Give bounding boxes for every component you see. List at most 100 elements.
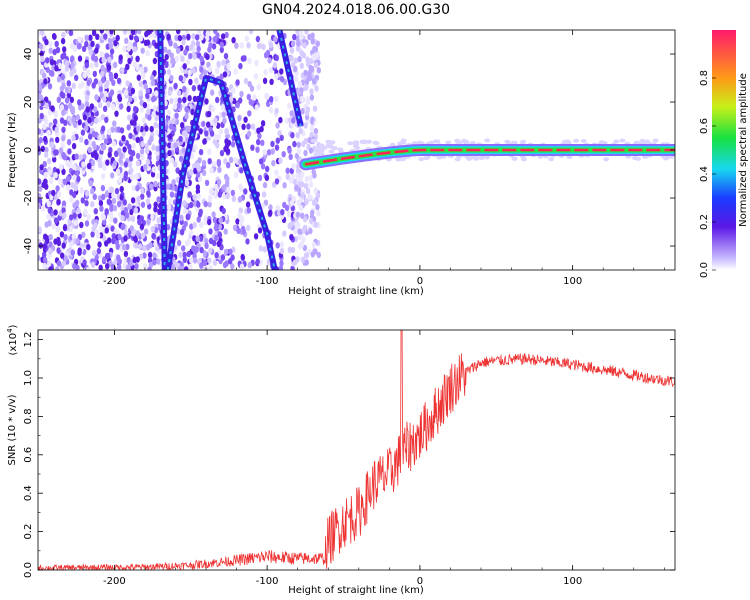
noise-blob <box>63 234 68 241</box>
noise-blob <box>250 144 255 151</box>
noise-blob <box>308 174 314 182</box>
noise-blob <box>91 30 97 36</box>
noise-blob <box>178 75 183 82</box>
noise-blob <box>100 125 106 132</box>
noise-blob <box>126 45 131 52</box>
noise-blob <box>109 186 114 193</box>
noise-blob <box>221 207 226 215</box>
noise-blob <box>211 211 216 218</box>
noise-blob <box>198 148 204 156</box>
noise-blob <box>293 228 298 235</box>
carrier-halo-blob <box>353 140 359 145</box>
noise-blob <box>166 109 172 117</box>
snr-y-tick-label: 0.8 <box>23 408 34 424</box>
carrier-core <box>305 148 675 166</box>
noise-blob <box>313 198 318 205</box>
noise-blob <box>265 93 270 100</box>
noise-blob <box>92 143 97 150</box>
carrier-halo-blob <box>314 148 321 152</box>
noise-blob <box>233 68 238 75</box>
noise-blob <box>166 33 171 40</box>
noise-blob <box>117 147 122 154</box>
noise-blob <box>118 157 123 164</box>
noise-blob <box>246 130 252 137</box>
carrier-halo-blob <box>354 146 361 150</box>
noise-blob <box>114 239 120 246</box>
noise-blob <box>133 207 139 214</box>
noise-blob <box>42 262 47 270</box>
noise-blob <box>313 46 319 53</box>
noise-blob <box>109 203 114 210</box>
noise-blob <box>220 104 226 111</box>
noise-blob <box>181 34 186 41</box>
noise-blob <box>179 229 185 236</box>
noise-blob <box>47 169 53 176</box>
noise-blob <box>138 80 143 88</box>
snr-y-label: SNR (10 * v/v) <box>7 394 18 465</box>
noise-blob <box>45 237 50 245</box>
noise-blob <box>195 235 200 242</box>
noise-blob <box>71 142 77 150</box>
noise-blob <box>215 32 220 39</box>
noise-blob <box>38 136 43 144</box>
noise-blob <box>279 68 284 75</box>
noise-blob <box>109 48 115 55</box>
colorbar: 0.0 0.2 0.4 0.6 0.8 Normalized spectral ampl… <box>699 30 749 278</box>
noise-blob <box>110 172 115 179</box>
snr-x-tick-label: 100 <box>563 576 582 587</box>
noise-blob <box>130 197 136 204</box>
noise-blob <box>151 144 156 151</box>
noise-blob <box>86 266 91 270</box>
noise-blob <box>53 111 59 118</box>
noise-blob <box>275 122 280 129</box>
noise-blob <box>290 246 296 254</box>
noise-blob <box>57 190 62 198</box>
noise-blob <box>93 150 98 157</box>
noise-blob <box>223 52 229 60</box>
noise-blob <box>93 208 99 215</box>
noise-blob <box>91 225 96 232</box>
noise-blob <box>137 243 143 250</box>
noise-blob <box>48 177 54 185</box>
carrier-halo-blob <box>652 138 659 143</box>
noise-blob <box>305 96 310 103</box>
noise-blob <box>98 134 103 141</box>
spectrogram-x-tick-label: 100 <box>563 276 582 287</box>
noise-blob <box>152 259 157 266</box>
noise-blob <box>295 132 300 139</box>
noise-blob <box>294 184 299 191</box>
noise-blob <box>85 69 91 76</box>
noise-blob <box>103 138 109 145</box>
noise-blob <box>61 46 67 53</box>
noise-blob <box>213 190 218 197</box>
noise-blob <box>257 174 263 182</box>
noise-blob <box>280 209 285 216</box>
noise-blob <box>257 132 262 140</box>
noise-blob <box>137 218 142 226</box>
noise-blob <box>99 30 104 34</box>
noise-blob <box>86 79 91 87</box>
noise-blob <box>94 47 99 54</box>
noise-blob <box>275 242 280 249</box>
noise-blob <box>230 263 235 270</box>
noise-blob <box>131 184 136 192</box>
noise-blob <box>222 117 227 124</box>
noise-blob <box>207 196 213 203</box>
noise-blob <box>133 241 138 249</box>
noise-blob <box>83 208 88 215</box>
noise-blob <box>101 143 107 151</box>
noise-blob <box>92 106 98 113</box>
noise-blob <box>152 105 158 112</box>
noise-blob <box>111 197 117 205</box>
noise-blob <box>193 144 198 151</box>
noise-blob <box>274 95 279 103</box>
noise-blob <box>176 228 181 235</box>
noise-blob <box>70 62 75 69</box>
noise-blob <box>98 200 104 207</box>
noise-blob <box>60 53 65 60</box>
noise-blob <box>131 142 136 150</box>
noise-blob <box>147 203 152 210</box>
noise-blob <box>189 257 194 264</box>
noise-blob <box>122 199 128 206</box>
